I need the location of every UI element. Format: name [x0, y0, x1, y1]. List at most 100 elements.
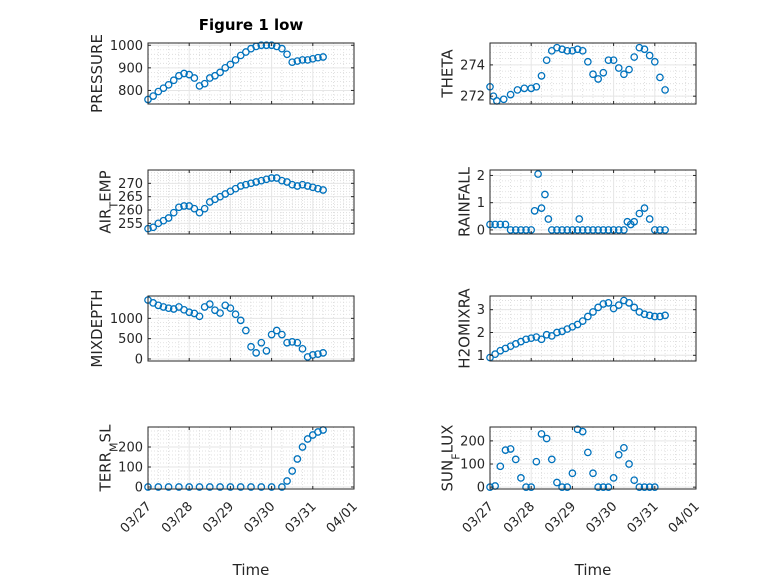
data-point: [506, 226, 515, 234]
data-point: [620, 443, 628, 452]
data-point: [599, 483, 608, 491]
y-axis-label: TERRMSL: [97, 424, 121, 493]
data-point: [236, 316, 245, 325]
data-point: [583, 57, 592, 66]
data-point: [293, 338, 302, 347]
data-point: [169, 76, 178, 85]
data-point: [226, 304, 235, 313]
data-point: [589, 308, 597, 316]
data-point: [609, 56, 618, 65]
y-tick-label: 3: [477, 303, 485, 318]
data-series: [486, 43, 669, 105]
data-point: [578, 46, 587, 55]
data-point: [522, 335, 530, 344]
data-series: [486, 425, 659, 491]
data-point: [575, 215, 584, 223]
data-point: [589, 70, 597, 79]
data-point: [544, 215, 553, 223]
data-point: [164, 304, 173, 313]
data-point: [211, 71, 219, 80]
y-tick-label: 1000: [110, 39, 143, 54]
y-axis-label: RAINFALL: [456, 166, 474, 237]
data-point: [247, 483, 255, 491]
x-tick-label: 04/01: [324, 499, 361, 536]
data-point: [288, 180, 297, 189]
data-point: [650, 312, 659, 321]
data-point: [537, 204, 546, 212]
data-point: [547, 455, 556, 464]
data-point: [288, 58, 297, 67]
data-point: [501, 446, 510, 454]
data-point: [149, 92, 157, 100]
x-tick-label: 03/30: [583, 499, 620, 536]
axes-box: [489, 295, 697, 362]
data-point: [154, 483, 163, 491]
y-tick-label: 1: [477, 196, 485, 211]
y-axis-label: THETA: [439, 49, 457, 99]
data-point: [609, 304, 618, 313]
data-point: [517, 226, 525, 234]
data-point: [200, 79, 209, 88]
data-point: [175, 483, 183, 491]
data-point: [640, 204, 649, 212]
data-point: [159, 84, 168, 93]
data-point: [303, 435, 312, 443]
y-axis-label: SUNFLUX: [439, 425, 463, 492]
data-point: [205, 483, 214, 491]
data-point: [656, 312, 664, 321]
data-point: [583, 448, 592, 457]
data-point: [288, 467, 297, 475]
data-point: [625, 460, 633, 468]
y-tick-label: 265: [118, 190, 143, 205]
data-point: [221, 64, 230, 72]
data-point: [527, 334, 536, 343]
y-axis-label: PRESSURE: [88, 34, 106, 113]
data-point: [185, 70, 194, 79]
data-point: [159, 303, 168, 311]
data-point: [527, 84, 536, 93]
data-point: [573, 226, 582, 234]
data-point: [190, 74, 199, 82]
data-point: [620, 226, 628, 234]
data-point: [180, 202, 188, 210]
data-point: [650, 57, 659, 66]
x-tick-label: 03/28: [501, 499, 538, 536]
data-point: [645, 215, 654, 223]
data-point: [511, 226, 520, 234]
data-point: [558, 45, 566, 54]
x-tick-label: 04/01: [666, 499, 703, 536]
data-point: [506, 90, 515, 99]
y-tick-label: 1000: [110, 312, 143, 327]
data-point: [589, 226, 597, 234]
data-point: [190, 204, 199, 213]
data-point: [314, 184, 322, 193]
data-point: [303, 182, 312, 190]
y-tick-label: 2: [477, 169, 485, 184]
axes-box: [147, 169, 355, 235]
data-point: [522, 483, 530, 491]
data-point: [278, 176, 286, 185]
data-point: [563, 226, 572, 234]
data-point: [563, 483, 572, 491]
y-tick-label: 270: [118, 177, 143, 192]
data-point: [656, 226, 664, 234]
y-tick-label: 260: [118, 204, 143, 219]
data-point: [262, 41, 271, 50]
data-point: [252, 349, 260, 357]
data-point: [247, 179, 255, 188]
data-point: [195, 208, 204, 217]
y-tick-label: 1: [477, 349, 485, 364]
data-point: [185, 308, 194, 317]
data-point: [257, 41, 266, 50]
data-point: [599, 300, 608, 308]
x-axis-label: Time: [232, 561, 270, 579]
data-point: [308, 54, 317, 63]
data-point: [257, 483, 266, 491]
data-point: [573, 320, 582, 329]
data-point: [630, 217, 639, 226]
data-point: [645, 483, 654, 491]
